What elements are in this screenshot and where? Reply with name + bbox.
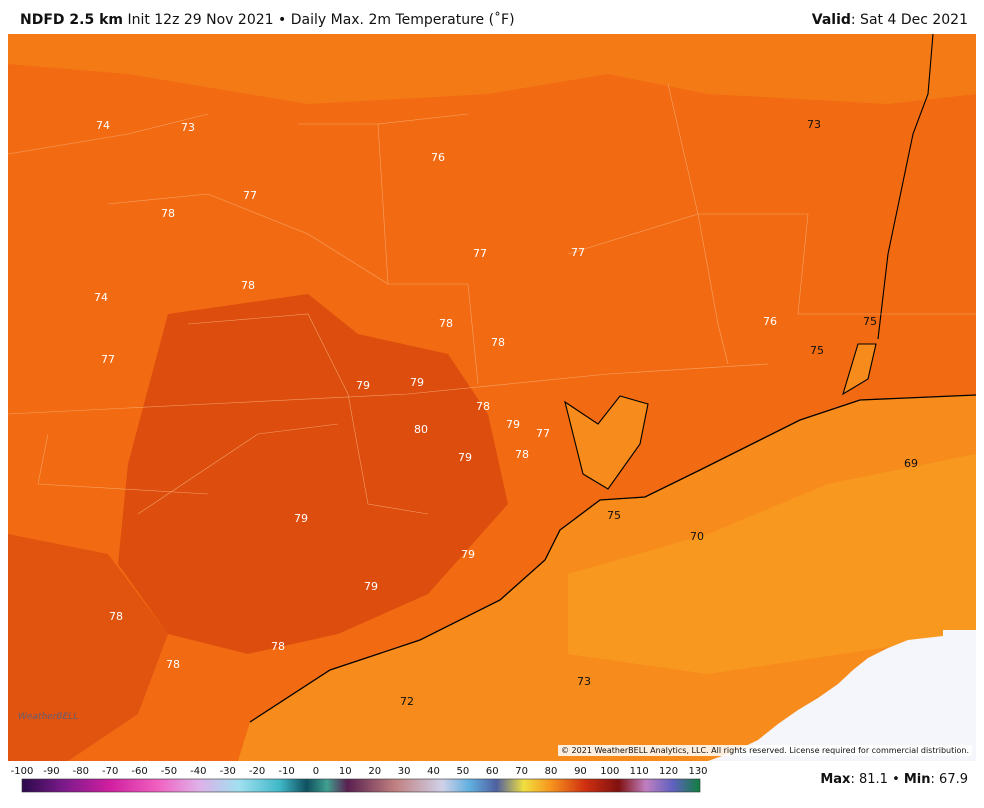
- product: Daily Max. 2m Temperature (˚F): [290, 12, 515, 28]
- stats: Max: 81.1 • Min: 67.9: [820, 772, 968, 787]
- valid-bar: Valid: Sat 4 Dec 2021: [812, 12, 968, 28]
- colorbar-tick-label: 60: [486, 766, 499, 777]
- coastline: [249, 394, 976, 723]
- warm-region-north: [8, 34, 976, 104]
- temp-label: 78: [439, 317, 453, 330]
- max-label: Max: [820, 772, 851, 787]
- colorbar-tick-label: 30: [398, 766, 411, 777]
- temp-label: 75: [810, 344, 824, 357]
- colorbar-tick-label: -80: [73, 766, 89, 777]
- colorbar-tick-label: 50: [457, 766, 470, 777]
- max-value: : 81.1: [850, 772, 888, 787]
- colorbar-tick-label: -70: [102, 766, 118, 777]
- temp-label: 72: [400, 695, 414, 708]
- colorbar-tick-label: -100: [11, 766, 34, 777]
- state-border: [877, 34, 934, 340]
- temp-label: 70: [690, 530, 704, 543]
- temp-label: 77: [243, 189, 257, 202]
- temp-label: 76: [431, 151, 445, 164]
- copyright: © 2021 WeatherBELL Analytics, LLC. All r…: [558, 745, 972, 756]
- temp-label: 73: [807, 118, 821, 131]
- gulf-outer: [568, 454, 976, 674]
- temp-label: 79: [458, 451, 472, 464]
- temp-label: 77: [101, 353, 115, 366]
- temp-label: 75: [863, 315, 877, 328]
- temp-label: 79: [294, 512, 308, 525]
- colorbar-tick-label: 10: [339, 766, 352, 777]
- colorbar-tick-label: 110: [630, 766, 649, 777]
- colorbar-tick-label: -30: [220, 766, 236, 777]
- init: Init 12z 29 Nov 2021: [127, 12, 274, 28]
- temp-label: 78: [491, 336, 505, 349]
- county-lines: [8, 83, 976, 515]
- temp-label: 69: [904, 457, 918, 470]
- model: NDFD 2.5 km: [20, 12, 123, 28]
- temp-label: 78: [515, 448, 529, 461]
- temp-label: 79: [410, 376, 424, 389]
- colorbar-tick-label: -50: [161, 766, 177, 777]
- colorbar-tick-label: -20: [249, 766, 265, 777]
- min-label: Min: [903, 772, 931, 787]
- hot-region: [118, 294, 508, 654]
- colorbar-tick-label: 40: [427, 766, 440, 777]
- no-data: [708, 630, 976, 761]
- temp-label: 74: [96, 119, 110, 132]
- galveston-bay: [564, 395, 649, 490]
- temp-label: 77: [473, 247, 487, 260]
- map: 74 73 76 73 77 78 77 77 74 78 78 78 76 75 75 77 79 79 78 79…: [8, 34, 976, 761]
- temp-label: 77: [571, 246, 585, 259]
- colorbar-tick-label: 20: [368, 766, 381, 777]
- temp-label: 73: [577, 675, 591, 688]
- colorbar-tick-label: 90: [574, 766, 587, 777]
- colorbar-tick-label: -10: [278, 766, 294, 777]
- colorbar-tick-label: -90: [43, 766, 59, 777]
- colorbar: -100 -90 -80 -70 -60 -50 -40 -30 -20 -10 0 10 20 30 40…: [11, 766, 708, 793]
- colorbar-tick-label: 100: [600, 766, 619, 777]
- temp-label: 79: [461, 548, 475, 561]
- hot-region-sw: [8, 534, 168, 761]
- colorbar-tick-label: 70: [515, 766, 528, 777]
- valid-time: : Sat 4 Dec 2021: [850, 12, 968, 28]
- colorbar-tick-label: 80: [545, 766, 558, 777]
- temp-label: 79: [356, 379, 370, 392]
- temp-label: 74: [94, 291, 108, 304]
- temp-label: 76: [763, 315, 777, 328]
- valid-label: Valid: [811, 12, 851, 28]
- temp-label: 78: [161, 207, 175, 220]
- temp-label: 80: [414, 423, 428, 436]
- temp-label: 79: [364, 580, 378, 593]
- temp-label: 78: [241, 279, 255, 292]
- stats-sep: •: [892, 772, 900, 787]
- colorbar-tick-label: 120: [659, 766, 678, 777]
- colorbar-tick-label: -40: [190, 766, 206, 777]
- min-value: : 67.9: [930, 772, 968, 787]
- colorbar-tick-label: -60: [131, 766, 147, 777]
- colorbar-tick-label: 0: [313, 766, 319, 777]
- temp-label: 78: [109, 610, 123, 623]
- separator: •: [278, 12, 287, 28]
- temp-label: 79: [506, 418, 520, 431]
- title-bar: NDFD 2.5 km Init 12z 29 Nov 2021 • Daily…: [20, 12, 515, 28]
- sabine-lake: [842, 343, 877, 396]
- temp-label: 78: [271, 640, 285, 653]
- temp-label: 78: [476, 400, 490, 413]
- colorbar-ramp: [21, 778, 701, 793]
- colorbar-tick-label: 130: [688, 766, 707, 777]
- logo: WeatherBELL: [18, 712, 79, 722]
- temp-label: 73: [181, 121, 195, 134]
- temp-label: 75: [607, 509, 621, 522]
- temp-label: 78: [166, 658, 180, 671]
- temp-label: 77: [536, 427, 550, 440]
